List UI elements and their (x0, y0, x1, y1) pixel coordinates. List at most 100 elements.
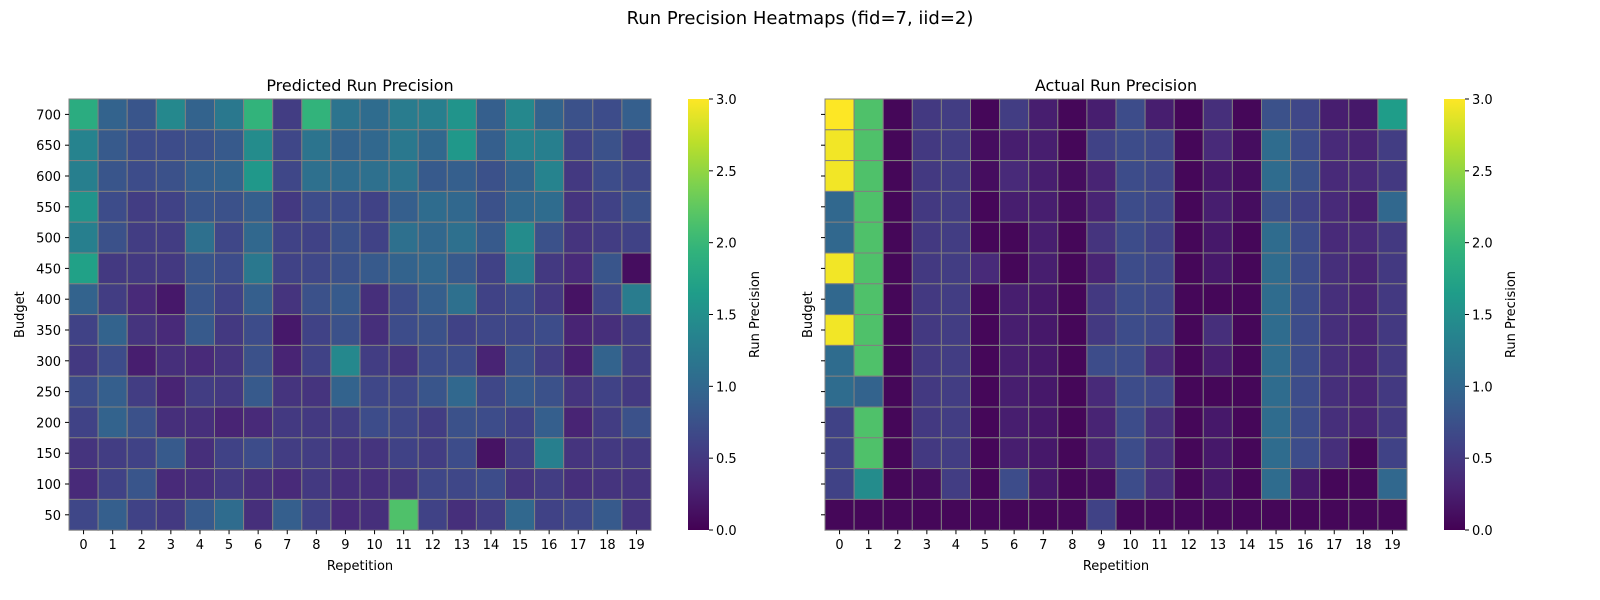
heatmap-cell (1261, 129, 1292, 162)
heatmap-cell (882, 221, 913, 254)
heatmap-cell (940, 98, 972, 131)
heatmap-cell (621, 129, 652, 162)
heatmap-cell (970, 375, 1001, 408)
heatmap-cell (621, 283, 652, 316)
heatmap-cell (1144, 283, 1175, 316)
heatmap-cell (970, 344, 1001, 377)
heatmap-cell (621, 160, 652, 192)
heatmap-cell (505, 129, 536, 162)
heatmap-cell (184, 314, 215, 346)
colorbar (1444, 99, 1465, 530)
heatmap-cell (1144, 129, 1175, 162)
heatmap-cell (1261, 468, 1292, 500)
heatmap-cell (1261, 406, 1292, 439)
heatmap-cell (1290, 468, 1321, 500)
heatmap-cell (621, 375, 652, 408)
heatmap-cell (243, 252, 274, 285)
x-axis-label: Repetition (1083, 559, 1149, 574)
heatmap-cell (155, 437, 186, 470)
heatmap-cell (1290, 98, 1321, 131)
heatmap-cell (330, 437, 361, 470)
heatmap-cell (184, 437, 215, 470)
heatmap-cell (853, 437, 884, 470)
y-tick-label: 250 (36, 386, 61, 401)
heatmap-cell (534, 160, 565, 192)
heatmap-cell (1173, 406, 1204, 439)
heatmap-cell (1231, 129, 1263, 162)
heatmap-cell (534, 406, 565, 439)
x-tick-label: 12 (424, 538, 441, 553)
heatmap-cell (999, 468, 1030, 500)
heatmap-cell (505, 375, 536, 408)
heatmap-cell (621, 437, 652, 470)
heatmap-cell (534, 498, 565, 531)
heatmap-cell (214, 498, 245, 531)
x-tick-label: 1 (865, 538, 873, 553)
heatmap-cell (68, 160, 99, 192)
heatmap-cell (446, 221, 477, 254)
heatmap-cell (505, 98, 536, 131)
heatmap-cell (1319, 221, 1350, 254)
heatmap-cell (1231, 98, 1263, 131)
heatmap-cell (1028, 160, 1059, 192)
heatmap-cell (1028, 252, 1059, 285)
heatmap-cell (563, 437, 594, 470)
heatmap-cell (999, 498, 1030, 531)
heatmap-cell (970, 468, 1001, 500)
heatmap-cell (97, 190, 128, 223)
heatmap-cell (1057, 406, 1088, 439)
heatmap-cell (1115, 468, 1146, 500)
heatmap-cell (359, 98, 390, 131)
x-tick-label: 11 (395, 538, 412, 553)
heatmap-cell (475, 221, 506, 254)
heatmap-cell (970, 221, 1001, 254)
heatmap-cell (534, 314, 565, 346)
heatmap-cell (970, 498, 1001, 531)
heatmap-cell (621, 344, 652, 377)
heatmap-cell (940, 283, 972, 316)
heatmap-cell (563, 498, 594, 531)
heatmap-cell (1028, 437, 1059, 470)
x-tick-label: 17 (570, 538, 587, 553)
colorbar-tick-label: 0.5 (716, 452, 737, 467)
heatmap-cell (505, 190, 536, 223)
heatmap-cell (1173, 314, 1204, 346)
heatmap-cell (1173, 498, 1204, 531)
heatmap-cell (592, 283, 623, 316)
heatmap-cell (824, 283, 855, 316)
heatmap-cell (1173, 190, 1204, 223)
heatmap-cell (359, 129, 390, 162)
heatmap-cell (853, 375, 884, 408)
heatmap-cell (214, 283, 245, 316)
heatmap-cell (388, 344, 419, 377)
heatmap-cell (1202, 190, 1233, 223)
heatmap-cell (330, 98, 361, 131)
heatmap-cell (1173, 344, 1204, 377)
heatmap-cell (1348, 344, 1379, 377)
heatmap-cell (1261, 375, 1292, 408)
heatmap-cell (1115, 221, 1146, 254)
heatmap-cell (1057, 283, 1088, 316)
heatmap-cell (1144, 98, 1175, 131)
heatmap-cell (417, 344, 448, 377)
heatmap-cell (1319, 406, 1350, 439)
heatmap-cell (1144, 252, 1175, 285)
heatmap-cell (1348, 221, 1379, 254)
heatmap-cell (301, 129, 332, 162)
x-tick-label: 6 (1010, 538, 1018, 553)
heatmap-cell (126, 98, 157, 131)
heatmap-cell (882, 314, 913, 346)
heatmap-cell (184, 344, 215, 377)
heatmap-cell (1028, 98, 1059, 131)
heatmap-cell (359, 252, 390, 285)
heatmap-cell (330, 498, 361, 531)
heatmap-cell (505, 468, 536, 500)
heatmap-cell (272, 344, 303, 377)
heatmap-cell (155, 344, 186, 377)
heatmap-cell (126, 375, 157, 408)
heatmap-cell (330, 221, 361, 254)
heatmap-cell (1202, 375, 1233, 408)
heatmap-cell (272, 283, 303, 316)
x-tick-label: 16 (541, 538, 558, 553)
heatmap-cell (1319, 190, 1350, 223)
